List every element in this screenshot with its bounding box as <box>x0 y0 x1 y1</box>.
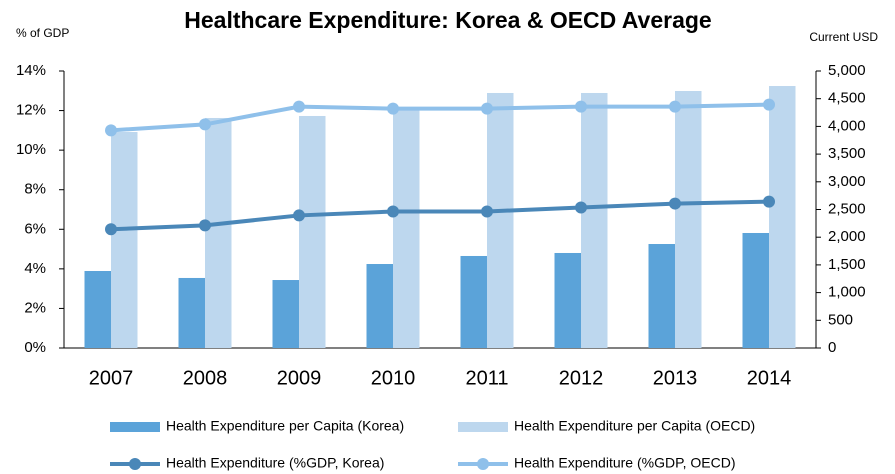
bar <box>178 277 205 348</box>
y-tick-label: 6% <box>24 220 46 237</box>
y-tick-label: 8% <box>24 181 46 198</box>
y2-tick-label: 4,500 <box>828 90 866 107</box>
legend-label: Health Expenditure (%GDP, OECD) <box>514 455 736 471</box>
line-series <box>110 102 770 133</box>
legend-label: Health Expenditure per Capita (OECD) <box>514 418 755 434</box>
line-marker <box>105 223 117 236</box>
x-tick-label: 2007 <box>89 367 134 389</box>
bar <box>393 110 420 348</box>
line-marker <box>387 205 399 218</box>
y-axis-label: % of GDP <box>16 26 69 40</box>
line-series <box>110 199 770 232</box>
y2-tick-label: 5,000 <box>828 62 866 79</box>
bar <box>299 115 326 348</box>
line-marker <box>481 205 493 218</box>
x-tick-label: 2012 <box>559 367 604 389</box>
line-marker <box>763 195 775 208</box>
x-tick-label: 2013 <box>653 367 698 389</box>
line-marker <box>387 102 399 115</box>
bar <box>675 90 702 349</box>
bar <box>581 92 608 348</box>
bar <box>554 252 581 348</box>
legend-label: Health Expenditure per Capita (Korea) <box>166 418 404 434</box>
x-tick-label: 2011 <box>465 367 508 389</box>
line-marker <box>575 100 587 113</box>
y-tick-label: 10% <box>16 141 46 158</box>
y-tick-label: 0% <box>24 339 46 356</box>
bar <box>272 280 299 348</box>
y2-tick-label: 2,000 <box>828 228 866 245</box>
line-marker <box>481 102 493 115</box>
legend-label: Health Expenditure (%GDP, Korea) <box>166 455 384 471</box>
legend-marker <box>477 458 489 470</box>
x-tick-label: 2009 <box>277 367 322 389</box>
y2-tick-label: 1,000 <box>828 284 866 301</box>
y2-tick-label: 3,500 <box>828 145 866 162</box>
y-tick-label: 12% <box>16 102 46 119</box>
y-tick-label: 4% <box>24 260 46 277</box>
line-marker <box>763 98 775 111</box>
line-marker <box>669 197 681 210</box>
line-marker <box>575 201 587 214</box>
x-tick-label: 2010 <box>371 367 416 389</box>
y-tick-label: 14% <box>16 62 46 79</box>
x-tick-label: 2014 <box>747 367 792 389</box>
line-marker <box>293 209 305 222</box>
legend-marker <box>129 458 141 470</box>
y2-axis-label: Current USD <box>809 30 878 44</box>
bar <box>111 131 138 348</box>
legend-swatch <box>458 422 508 432</box>
y2-tick-label: 500 <box>828 311 853 328</box>
bar <box>366 264 393 348</box>
bar <box>84 270 111 348</box>
line-marker <box>199 219 211 232</box>
bar <box>487 92 514 348</box>
legend-swatch <box>110 422 160 432</box>
chart-title: Healthcare Expenditure: Korea & OECD Ave… <box>184 7 711 33</box>
y2-tick-label: 4,000 <box>828 117 866 134</box>
x-tick-label: 2008 <box>183 367 228 389</box>
y2-tick-label: 0 <box>828 339 836 356</box>
line-marker <box>669 100 681 113</box>
y2-tick-label: 1,500 <box>828 256 866 273</box>
line-marker <box>199 118 211 131</box>
bar <box>648 244 675 348</box>
line-marker <box>105 124 117 137</box>
bar <box>742 232 769 348</box>
y-tick-label: 2% <box>24 299 46 316</box>
bar <box>460 255 487 348</box>
y2-tick-label: 3,000 <box>828 173 866 190</box>
bar <box>769 86 796 348</box>
line-marker <box>293 100 305 113</box>
bar <box>205 117 232 348</box>
y2-tick-label: 2,500 <box>828 200 866 217</box>
